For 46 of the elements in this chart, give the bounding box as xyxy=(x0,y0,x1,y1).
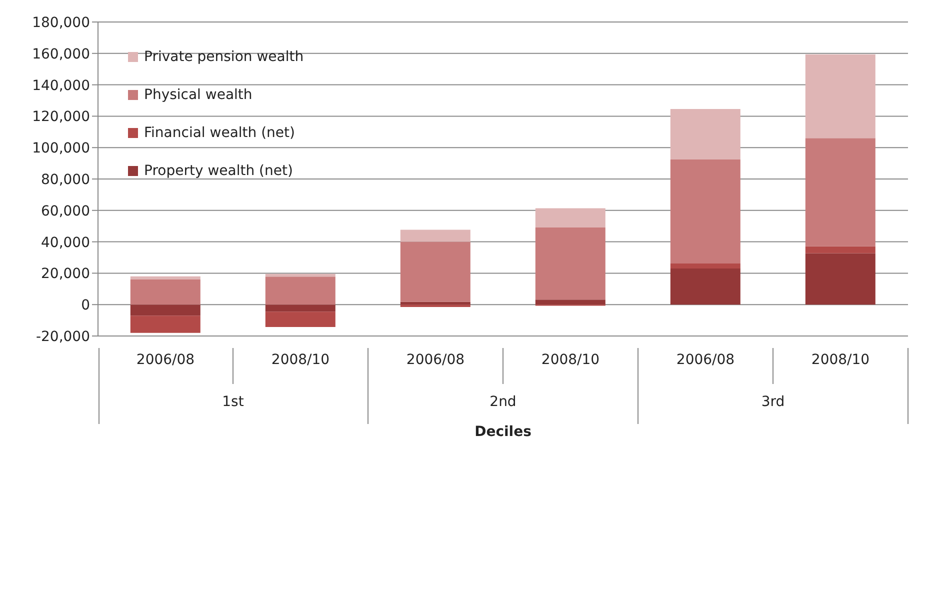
x-tick-label: 2008/10 xyxy=(271,352,330,368)
bar xyxy=(670,268,740,305)
bar xyxy=(265,304,336,312)
bar xyxy=(400,242,470,302)
y-tick-label: 60,000 xyxy=(41,203,90,220)
x-tick-label: 2006/08 xyxy=(406,352,465,368)
legend-label: Financial wealth (net) xyxy=(143,124,296,143)
bar xyxy=(265,276,336,305)
bar xyxy=(400,302,470,305)
bar xyxy=(805,54,876,138)
legend-label: Physical wealth xyxy=(143,86,254,105)
bar xyxy=(130,316,200,333)
y-tick-label: -20,000 xyxy=(36,328,90,345)
bar xyxy=(805,246,876,254)
y-tick-label: 180,000 xyxy=(32,14,90,31)
bar xyxy=(130,279,200,305)
y-tick-label: 160,000 xyxy=(32,46,90,62)
bar xyxy=(535,208,606,228)
bar xyxy=(535,300,606,305)
x-axis-title: Deciles xyxy=(474,424,532,440)
bar xyxy=(130,276,200,280)
bar xyxy=(670,263,740,268)
y-tick-label: 120,000 xyxy=(32,109,90,126)
bar xyxy=(130,304,200,316)
y-tick-label: 140,000 xyxy=(32,78,90,94)
x-tick-label: 2008/10 xyxy=(541,352,600,368)
bar xyxy=(535,228,606,300)
bar xyxy=(400,230,470,242)
x-tick-label: 2008/10 xyxy=(811,352,870,368)
y-tick-label: 0 xyxy=(81,298,90,314)
bar xyxy=(805,253,876,305)
legend-label: Property wealth (net) xyxy=(143,162,294,181)
text: 2nd xyxy=(490,394,516,410)
y-tick-label: 40,000 xyxy=(41,234,90,251)
bar xyxy=(670,160,740,264)
text: 3rd xyxy=(761,394,785,410)
y-tick-label: 20,000 xyxy=(41,266,90,282)
y-tick-label: 80,000 xyxy=(41,172,90,188)
y-tick-label: 100,000 xyxy=(32,140,90,157)
x-tick-label: 2006/08 xyxy=(676,352,735,368)
bar xyxy=(265,312,336,328)
x-tick-label: 2006/08 xyxy=(136,352,195,368)
bar xyxy=(805,138,876,246)
bar xyxy=(670,108,740,160)
text: 1st xyxy=(222,394,244,410)
legend-label: Private pension wealth xyxy=(143,48,304,67)
